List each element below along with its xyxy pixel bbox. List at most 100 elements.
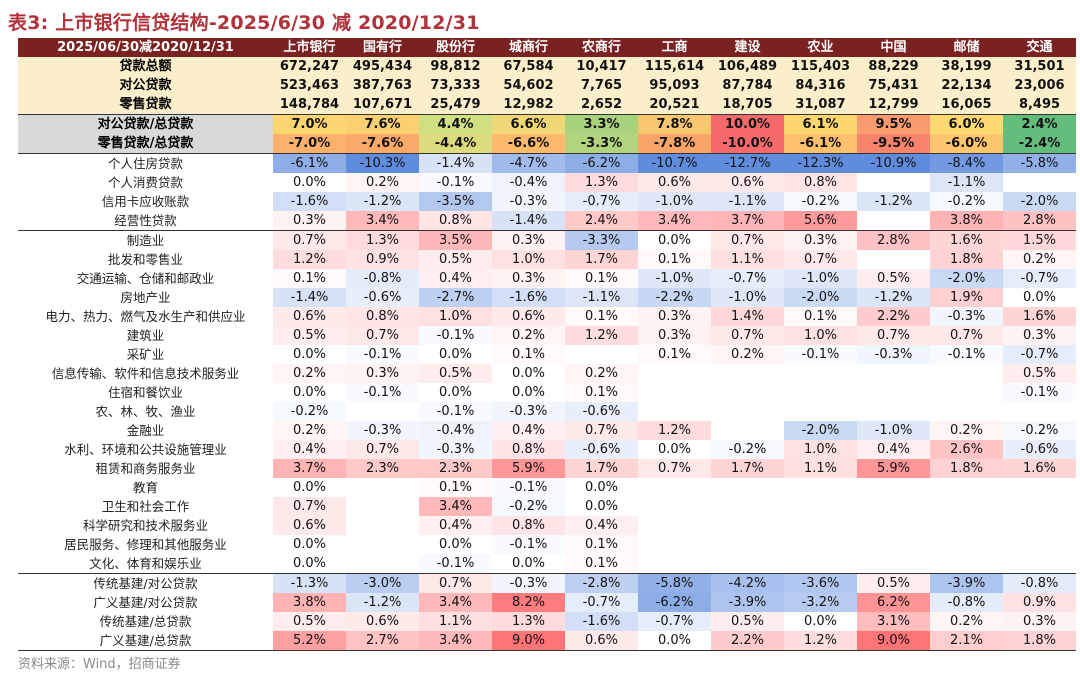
value-cell: 1.8%	[930, 250, 1003, 269]
ratio-cell: -2.4%	[1003, 134, 1076, 154]
ratio-cell: -9.5%	[857, 134, 930, 154]
value-cell: 0.0%	[511, 366, 546, 381]
ratio-cell: -7.0%	[273, 134, 346, 154]
header-period-label: 2025/06/30减2020/12/31	[18, 38, 273, 57]
value-cell: -12.7%	[711, 153, 784, 173]
value-cell: 0.8%	[784, 173, 857, 192]
value-cell: 0.6%	[273, 516, 346, 535]
ratio-cell: 4.4%	[419, 114, 492, 134]
value-cell: -2.2%	[638, 288, 711, 307]
value-cell: 3.7%	[711, 211, 784, 231]
value-cell: 1.3%	[565, 173, 638, 192]
value-cell: -0.1%	[492, 478, 565, 497]
value-cell	[711, 421, 784, 440]
value-cell: -0.6%	[565, 440, 638, 459]
amount-cell: 115,614	[638, 57, 711, 76]
value-cell: 0.1%	[565, 307, 638, 326]
detail-row: 金融业 0.2% -0.3% -0.4% 0.4% 0.7% 1.2% -2.0% -1.0% 0…	[18, 421, 1076, 440]
ratio-cell: 6.1%	[784, 114, 857, 134]
value-cell: -2.8%	[565, 573, 638, 593]
value-cell	[346, 478, 419, 497]
value-cell	[784, 554, 857, 574]
value-cell: -0.7%	[638, 612, 711, 631]
value-cell: 0.5%	[1003, 364, 1076, 383]
value-cell: 0.7%	[273, 230, 346, 250]
value-cell: -1.2%	[346, 593, 419, 612]
value-cell: 0.7%	[857, 326, 930, 345]
value-cell: 0.1%	[565, 554, 638, 574]
value-cell: 0.4%	[565, 516, 638, 535]
detail-row: 居民服务、修理和其他服务业 0.0% 0.0% -0.1% 0.1%	[18, 535, 1076, 554]
row-label: 个人消费贷款	[107, 175, 183, 190]
value-cell: -1.4%	[492, 211, 565, 231]
value-cell: -0.2%	[273, 402, 346, 421]
ratio-cell: -3.3%	[565, 134, 638, 154]
column-header: 股份行	[419, 38, 492, 57]
value-cell: 0.7%	[346, 326, 419, 345]
value-cell: -0.2%	[784, 192, 857, 211]
value-cell: 0.1%	[273, 269, 346, 288]
value-cell: 0.0%	[438, 385, 473, 400]
value-cell: 9.0%	[492, 631, 565, 651]
value-cell: 2.8%	[1003, 211, 1076, 231]
value-cell	[784, 383, 857, 402]
value-cell: -1.3%	[273, 573, 346, 593]
value-cell: 0.0%	[511, 385, 546, 400]
value-cell: 8.2%	[492, 593, 565, 612]
ratio-cell: 3.3%	[565, 114, 638, 134]
value-cell: -0.1%	[346, 345, 419, 364]
value-cell: 5.9%	[857, 459, 930, 478]
amount-cell: 495,434	[346, 57, 419, 76]
ratio-cell: -10.0%	[711, 134, 784, 154]
ratio-cell: 7.8%	[638, 114, 711, 134]
value-cell: 0.1%	[638, 345, 711, 364]
row-label: 居民服务、修理和其他服务业	[64, 537, 227, 552]
value-cell	[346, 402, 419, 421]
value-cell: -1.0%	[638, 269, 711, 288]
value-cell: -8.4%	[930, 153, 1003, 173]
value-cell: -0.1%	[419, 402, 492, 421]
value-cell	[346, 554, 419, 574]
value-cell: 0.7%	[273, 497, 346, 516]
value-cell: 0.5%	[857, 269, 930, 288]
value-cell	[711, 402, 784, 421]
value-cell: 0.8%	[492, 516, 565, 535]
value-cell	[346, 497, 419, 516]
value-cell: 0.7%	[784, 250, 857, 269]
value-cell: 0.2%	[273, 421, 346, 440]
value-cell: 2.2%	[711, 631, 784, 651]
value-cell	[1003, 535, 1076, 554]
value-cell: 2.3%	[419, 459, 492, 478]
header-row: 2025/06/30减2020/12/31 上市银行 国有行 股份行 城商行 农商行 工商建…	[18, 38, 1076, 57]
column-header: 中国	[857, 38, 930, 57]
value-cell: 0.1%	[638, 250, 711, 269]
value-cell: -0.7%	[565, 192, 638, 211]
value-cell	[638, 497, 711, 516]
detail-row: 广义基建/总贷款 5.2% 2.7% 3.4% 9.0% 0.6% 0.0% 2.2% 1.2%…	[18, 631, 1076, 651]
detail-row: 农、林、牧、渔业 -0.2% -0.1% -0.3% -0.6%	[18, 402, 1076, 421]
value-cell	[1003, 173, 1076, 192]
value-cell: -1.4%	[273, 288, 346, 307]
value-cell: -0.3%	[930, 307, 1003, 326]
ratio-cell: -6.6%	[492, 134, 565, 154]
value-cell: 1.8%	[930, 459, 1003, 478]
value-cell: -0.6%	[1003, 440, 1076, 459]
detail-row: 水利、环境和公共设施管理业 0.4% 0.7% -0.3% 0.8% -0.6% 0.0% -…	[18, 440, 1076, 459]
row-label: 金融业	[126, 423, 165, 438]
ratio-cell: -7.6%	[346, 134, 419, 154]
value-cell: -0.7%	[1003, 345, 1076, 364]
value-cell: 0.7%	[930, 326, 1003, 345]
row-label: 房地产业	[120, 290, 171, 305]
value-cell: 3.4%	[419, 631, 492, 651]
row-label: 采矿业	[126, 347, 165, 362]
value-cell: -1.1%	[711, 192, 784, 211]
value-cell: 0.6%	[638, 173, 711, 192]
value-cell: 2.8%	[857, 230, 930, 250]
row-label: 教育	[132, 480, 158, 495]
value-cell: -4.2%	[711, 573, 784, 593]
amount-cell: 8,495	[1003, 95, 1076, 115]
value-cell: 1.9%	[930, 288, 1003, 307]
value-cell: 0.0%	[292, 347, 327, 362]
value-cell	[930, 364, 1003, 383]
value-cell: -3.3%	[565, 230, 638, 250]
